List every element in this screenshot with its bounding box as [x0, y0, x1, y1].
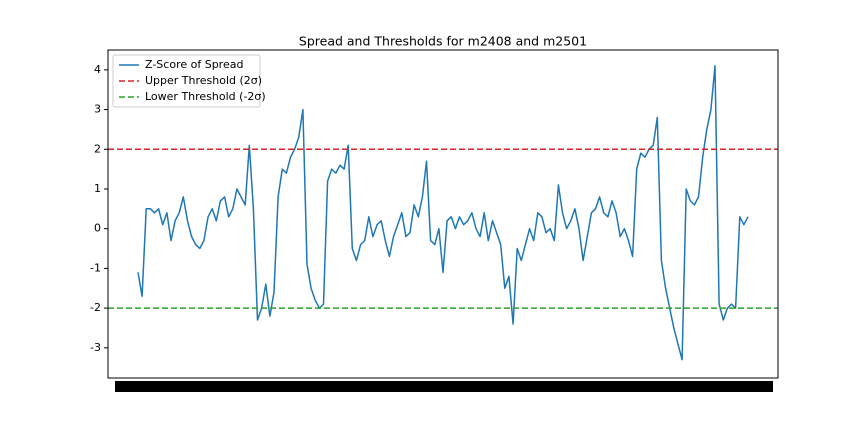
plot-frame — [107, 49, 779, 379]
y-tick-label: -1 — [90, 261, 101, 274]
legend-label: Lower Threshold (-2σ) — [145, 90, 266, 103]
y-tick-label: 4 — [94, 63, 101, 76]
chart-title: Spread and Thresholds for m2408 and m250… — [299, 34, 587, 49]
series-line — [137, 65, 749, 361]
legend-label: Upper Threshold (2σ) — [145, 74, 262, 87]
x-tick-labels-overlap — [115, 381, 773, 392]
y-tick-label: -3 — [90, 341, 101, 354]
y-tick-label: 2 — [94, 142, 101, 155]
y-tick-label: 3 — [94, 103, 101, 116]
y-tick-label: -2 — [90, 301, 101, 314]
legend-box — [112, 54, 261, 108]
y-tick-label: 0 — [94, 222, 101, 235]
legend-label: Z-Score of Spread — [145, 58, 243, 71]
y-tick-label: 1 — [94, 182, 101, 195]
